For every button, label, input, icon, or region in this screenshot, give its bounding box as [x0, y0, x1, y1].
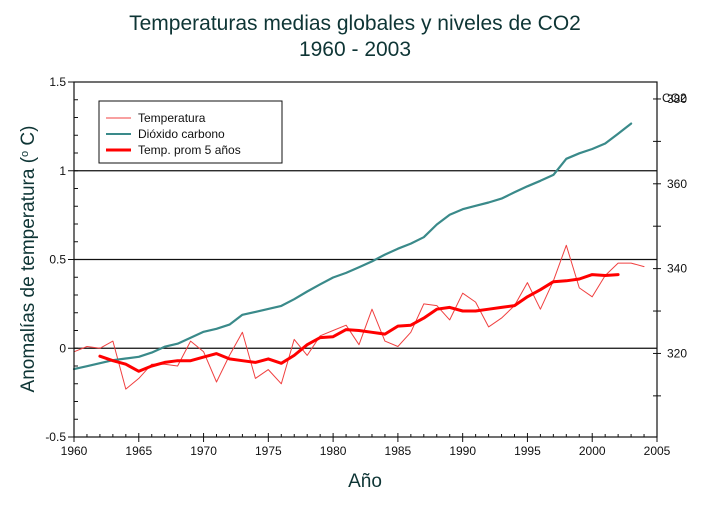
gridlines	[74, 170, 657, 349]
x-tick-label: 1990	[449, 444, 476, 458]
x-tick-label: 1985	[385, 444, 412, 458]
y-tick-label: 0	[59, 341, 66, 355]
y-axis-title-main: Anomalías de temperatura (	[18, 156, 39, 392]
chart-title: Temperaturas medias globales y niveles d…	[129, 12, 581, 35]
y2-tick-label: 340	[667, 262, 687, 276]
co2-line	[72, 122, 633, 371]
x-tick-label: 1995	[514, 444, 541, 458]
y-tick-label: 1.5	[49, 75, 66, 89]
chart-subtitle: 1960 - 2003	[298, 38, 412, 61]
temp-5yr-avg-line	[98, 273, 620, 373]
x-tick-label: 1980	[320, 444, 347, 458]
legend-label-prom5: Temp. prom 5 años	[138, 143, 241, 157]
y-axis-title: Anomalías de temperatura (o C)	[18, 126, 39, 393]
y-tick-label: -0.5	[45, 430, 66, 444]
legend-box	[98, 100, 283, 164]
legend-label-temperatura: Temperatura	[138, 111, 206, 125]
temperatura-line	[73, 244, 645, 390]
series-layer	[72, 122, 645, 390]
y2-tick-label: 380	[667, 92, 687, 106]
y-axis-title-sup: o	[19, 151, 31, 157]
x-tick-label: 1975	[255, 444, 282, 458]
x-tick-label: 1970	[190, 444, 217, 458]
y2-tick-label: 320	[667, 346, 687, 360]
y-axis-title-tail: C)	[18, 126, 39, 151]
y2-axis-title: CO2	[662, 91, 687, 105]
axes: -0.5 0 0.5 1 1.5 320 340 360 380 1960 1965 1970 1975…	[45, 75, 687, 458]
x-tick-label: 1960	[61, 444, 88, 458]
legend: Temperatura Dióxido carbono Temp. prom 5…	[98, 100, 283, 164]
x-axis-title: Año	[348, 471, 382, 492]
x-tick-label: 1965	[125, 444, 152, 458]
y2-tick-label: 360	[667, 177, 687, 191]
legend-label-co2: Dióxido carbono	[138, 127, 225, 141]
x-tick-label: 2000	[579, 444, 606, 458]
y-tick-label: 0.5	[49, 253, 66, 267]
x-tick-label: 2005	[644, 444, 671, 458]
y-tick-label: 1	[59, 164, 66, 178]
